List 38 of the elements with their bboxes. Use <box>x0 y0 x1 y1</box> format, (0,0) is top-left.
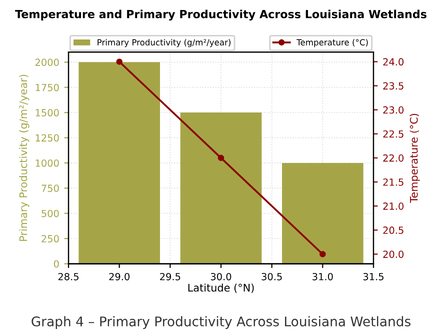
y-tick-label: 1750 <box>36 84 59 92</box>
bar <box>282 162 364 264</box>
caption: Graph 4 – Primary Productivity Across Louisiana Wetlands <box>32 316 410 329</box>
bar <box>78 62 160 264</box>
y2-tick-label: 20.0 <box>383 250 404 258</box>
y-tick-label: 750 <box>42 184 59 192</box>
x-tick-label: 29.5 <box>160 272 180 280</box>
y2-tick-label: 21.0 <box>383 202 404 210</box>
y2-tick-label: 20.5 <box>383 226 404 234</box>
point <box>116 58 122 65</box>
y2-tick-label: 22.0 <box>383 154 404 162</box>
y-tick-label: 1500 <box>36 109 59 116</box>
y2-tick-label: 23.5 <box>383 82 404 90</box>
bar <box>180 112 262 264</box>
y2-axis-title: Temperature (°C) <box>410 114 420 203</box>
x-axis-title: Latitude (°N) <box>188 284 254 293</box>
legend-label: Temperature (°C) <box>296 39 368 48</box>
y-axis-title: Primary Productivity (g/m²/year) <box>19 74 30 241</box>
point <box>320 251 326 258</box>
y-tick-label: 500 <box>42 210 59 218</box>
x-tick-label: 30.5 <box>262 272 282 280</box>
point <box>218 154 224 162</box>
y-tick-label: 1250 <box>36 134 59 142</box>
x-tick-label: 28.5 <box>58 272 78 280</box>
x-tick-label: 31.5 <box>363 272 384 280</box>
y-tick-label: 250 <box>42 235 59 242</box>
x-tick-label: 31.0 <box>312 272 333 280</box>
legend-label: Primary Productivity (g/m²/year) <box>98 39 230 48</box>
chart-title: Temperature and Primary Productivity Across Louisiana Wetlands <box>15 10 426 21</box>
y-tick-label: 1000 <box>36 159 59 167</box>
y2-tick-label: 22.5 <box>383 130 404 138</box>
y-tick-label: 0 <box>54 260 59 268</box>
x-tick-label: 30.0 <box>210 272 232 280</box>
y2-tick-label: 23.0 <box>383 106 404 114</box>
y2-tick-label: 21.5 <box>383 178 404 186</box>
y2-tick-label: 24.0 <box>383 58 404 66</box>
y-tick-label: 2000 <box>35 58 59 66</box>
x-tick-label: 29.0 <box>109 272 130 280</box>
